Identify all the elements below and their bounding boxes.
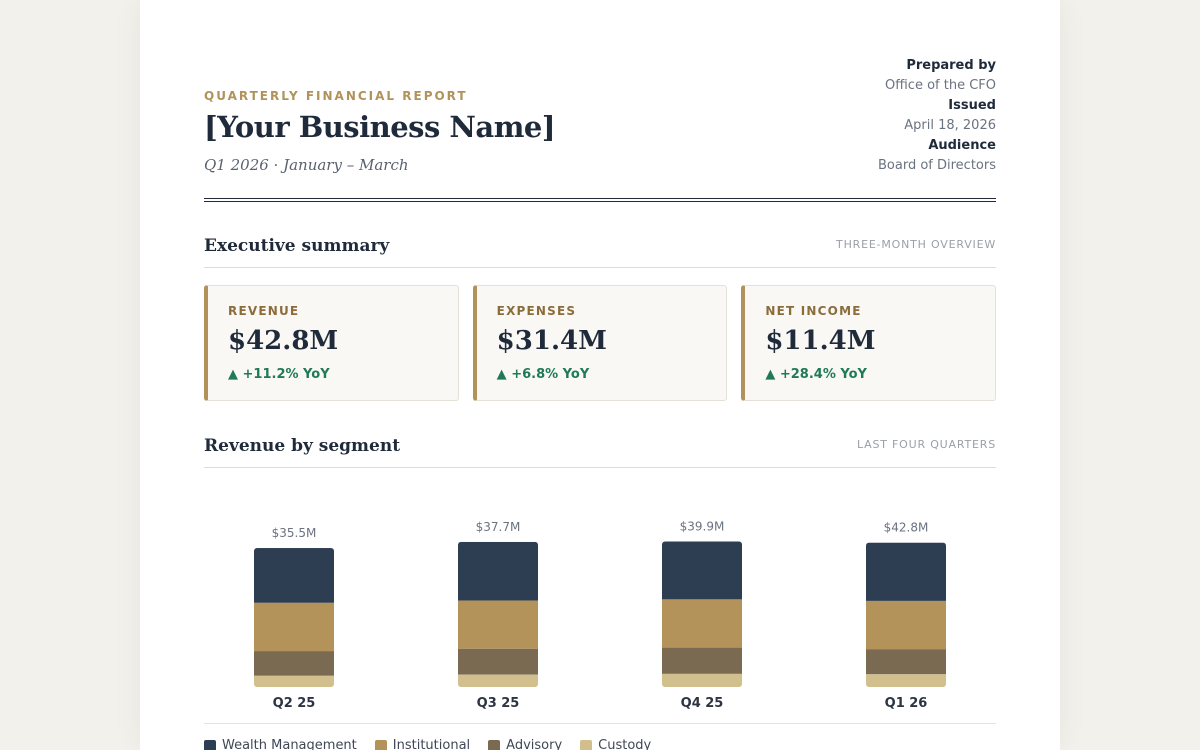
bar-segment: [458, 648, 538, 675]
legend-swatch: [488, 739, 501, 750]
bar-segment: [458, 541, 538, 601]
kpi-card-revenue: REVENUE $42.8M ▲ +11.2% YoY: [204, 285, 459, 401]
legend-label: Advisory: [506, 738, 563, 750]
chart-legend: Wealth Management Institutional Advisory Cu…: [204, 738, 651, 750]
kpi-value: $42.8M: [228, 326, 339, 356]
category-tick-label: Q1 26: [885, 696, 928, 711]
category-tick-label: Q2 25: [273, 696, 316, 711]
bar-segment: [458, 600, 538, 649]
audience-label: Audience: [928, 138, 996, 153]
kpi-change: ▲ +6.8% YoY: [496, 367, 590, 382]
bar-stack: [254, 548, 334, 687]
bar-segment: [866, 600, 946, 650]
category-tick-label: Q4 25: [681, 696, 724, 711]
prepared-by-value: Office of the CFO: [885, 78, 996, 93]
bar-segment: [866, 542, 946, 601]
bar-segment: [662, 673, 742, 687]
kpi-value: $31.4M: [496, 326, 607, 356]
category-tick-label: Q3 25: [477, 696, 520, 711]
report-eyebrow: QUARTERLY FINANCIAL REPORT: [204, 89, 468, 103]
legend-item: Advisory: [488, 738, 562, 750]
legend-label: Wealth Management: [222, 738, 357, 750]
legend-swatch: [374, 739, 387, 750]
bar-segment: [458, 674, 538, 687]
summary-heading: Executive summary: [204, 236, 390, 256]
legend-label: Institutional: [392, 738, 471, 750]
kpi-card-net-income: NET INCOME $11.4M ▲ +28.4% YoY: [741, 285, 997, 401]
kpi-row: REVENUE $42.8M ▲ +11.2% YoY EXPENSES $31…: [204, 285, 997, 401]
legend-item: Wealth Management: [204, 738, 357, 750]
bar-stack: [458, 541, 538, 687]
bar-segment: [254, 548, 334, 603]
kpi-card-expenses: EXPENSES $31.4M ▲ +6.8% YoY: [472, 285, 728, 401]
summary-tag: THREE-MONTH OVERVIEW: [836, 238, 996, 251]
issued-label: Issued: [948, 98, 996, 113]
bar-total-label: $39.9M: [680, 519, 725, 533]
bar-total-label: $42.8M: [884, 521, 929, 535]
legend-item: Custody: [580, 738, 651, 750]
bar-segment: [866, 649, 946, 675]
bar-segment: [662, 541, 742, 600]
bar-total-label: $35.5M: [272, 526, 317, 540]
kpi-label: EXPENSES: [496, 304, 577, 318]
report-subtitle: Q1 2026 · January – March: [204, 156, 409, 174]
legend-swatch: [580, 739, 593, 750]
bar-segment: [866, 674, 946, 687]
kpi-label: NET INCOME: [765, 304, 862, 318]
bar-segment: [254, 651, 334, 676]
kpi-value: $11.4M: [765, 326, 876, 356]
prepared-by-label: Prepared by: [906, 58, 996, 73]
report-meta: Prepared by Office of the CFO Issued Apr…: [878, 56, 996, 176]
bar-stack: [866, 542, 946, 687]
bar-segment: [254, 602, 334, 652]
segments-tag: LAST FOUR QUARTERS: [856, 438, 996, 451]
issued-value: April 18, 2026: [904, 118, 996, 133]
legend-swatch: [204, 739, 216, 750]
legend-item: Institutional: [374, 738, 471, 750]
segments-heading: Revenue by segment: [204, 436, 401, 456]
audience-value: Board of Directors: [878, 158, 996, 173]
segments-section-header: Revenue by segment LAST FOUR QUARTERS: [204, 436, 996, 468]
report-content: QUARTERLY FINANCIAL REPORT [Your Busines…: [204, 0, 997, 750]
kpi-change: ▲ +11.2% YoY: [228, 367, 330, 382]
bar-segment: [662, 647, 742, 674]
kpi-label: REVENUE: [228, 304, 300, 318]
bar-total-label: $37.7M: [476, 520, 521, 534]
stacked-bar-chart: $35.5M Q2 25 $37.7M Q3 25 $39.9M Q4 25 $42.8M Q…: [254, 519, 946, 711]
report-page: QUARTERLY FINANCIAL REPORT [Your Busines…: [140, 0, 1060, 750]
header-divider: [204, 198, 996, 202]
report-title: [Your Business Name]: [204, 110, 556, 144]
revenue-segment-chart: $35.5M Q2 25 $37.7M Q3 25 $39.9M Q4 25 $42.8M Q…: [204, 470, 996, 724]
kpi-change: ▲ +28.4% YoY: [765, 367, 867, 382]
legend-label: Custody: [598, 738, 652, 750]
summary-section-header: Executive summary THREE-MONTH OVERVIEW: [204, 236, 996, 268]
bar-segment: [254, 675, 334, 687]
bar-stack: [662, 541, 742, 687]
bar-segment: [662, 599, 742, 648]
